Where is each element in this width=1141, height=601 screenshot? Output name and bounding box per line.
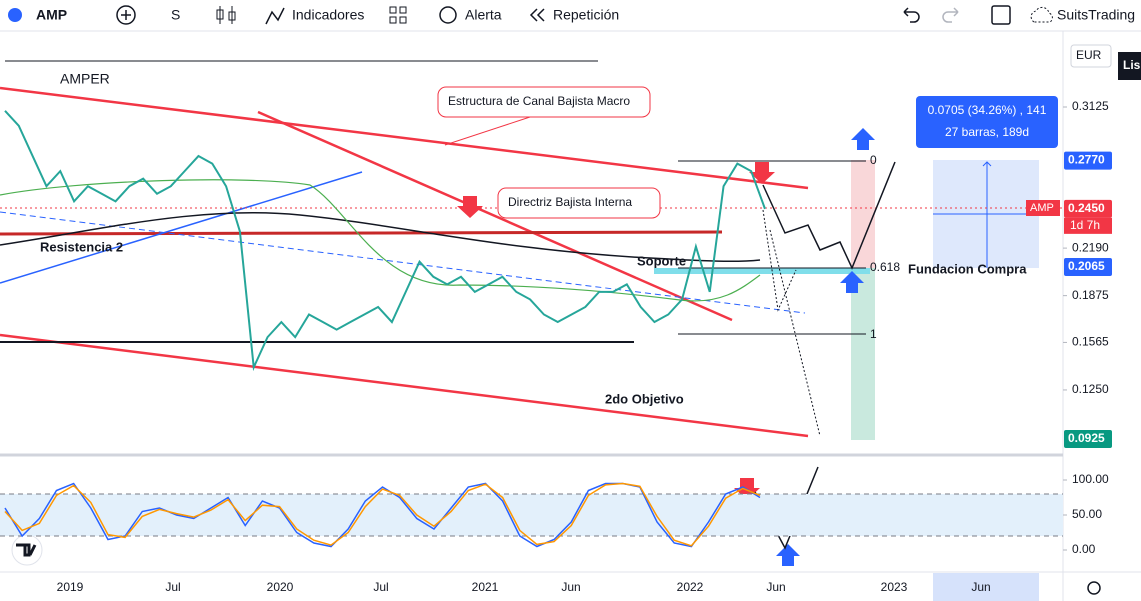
projection-dotted bbox=[762, 209, 821, 437]
time-label: 2021 bbox=[472, 580, 499, 594]
price-tick-label: 0.1875 bbox=[1072, 288, 1109, 302]
last-tag: AMP bbox=[1030, 202, 1054, 214]
price-marker-label: 0.2450 bbox=[1068, 201, 1105, 215]
time-label: Jun bbox=[561, 580, 580, 594]
annotation: Resistencia 2 bbox=[40, 239, 123, 254]
time-range-highlight bbox=[933, 573, 1039, 601]
price-marker bbox=[1064, 199, 1112, 218]
annotation: Soporte bbox=[637, 253, 686, 268]
symbol[interactable]: AMP bbox=[36, 7, 67, 23]
interval[interactable]: S bbox=[171, 7, 180, 23]
price-tick-label: 0.1565 bbox=[1072, 335, 1109, 349]
time-label: Jul bbox=[165, 580, 180, 594]
callout-box bbox=[437, 86, 651, 118]
measure-lines bbox=[933, 161, 1039, 268]
redo-button[interactable] bbox=[942, 7, 959, 23]
price-marker bbox=[1064, 257, 1112, 276]
osc-tick-label: 100.00 bbox=[1072, 472, 1109, 486]
alert-icon[interactable] bbox=[439, 6, 457, 24]
side-tab[interactable] bbox=[1118, 52, 1141, 80]
up-arrow bbox=[840, 271, 864, 293]
risk-zone bbox=[851, 160, 875, 268]
support-zone bbox=[654, 268, 870, 274]
osc-band bbox=[0, 494, 1063, 536]
replay-icon[interactable] bbox=[529, 8, 545, 22]
osc-line bbox=[4, 482, 761, 547]
annotation: 2do Objetivo bbox=[605, 391, 684, 406]
macro-channel-bottom bbox=[0, 333, 809, 438]
down-arrow bbox=[457, 196, 483, 218]
price-marker-label: 0.2065 bbox=[1068, 259, 1105, 273]
measure-text: 0.0705 (34.26%) , 141 bbox=[928, 103, 1047, 117]
replay-button[interactable]: Repetición bbox=[553, 7, 619, 23]
fib-level: 1 bbox=[870, 327, 877, 341]
price-tick-label: 0.1250 bbox=[1072, 382, 1109, 396]
resistance-line bbox=[0, 230, 723, 236]
undo-button[interactable] bbox=[903, 7, 920, 23]
annotation: Estructura de Canal Bajista Macro bbox=[448, 94, 630, 108]
plus-icon bbox=[121, 10, 131, 20]
chart-name: AMPER bbox=[60, 71, 110, 87]
reward-zone bbox=[851, 268, 875, 440]
fib-level: 0.618 bbox=[870, 260, 900, 274]
currency-button[interactable] bbox=[1070, 44, 1112, 68]
projection-path bbox=[762, 161, 896, 270]
time-label: 2020 bbox=[267, 580, 294, 594]
time-label: Jun bbox=[971, 580, 990, 594]
side-tab-label[interactable]: Lis bbox=[1123, 58, 1141, 72]
moving-average-short bbox=[0, 179, 761, 302]
fib-level: 0 bbox=[870, 153, 877, 167]
toolbar bbox=[0, 0, 1141, 31]
cloud-icon[interactable] bbox=[1030, 6, 1053, 23]
time-label: 2023 bbox=[881, 580, 908, 594]
osc-tick-label: 0.00 bbox=[1072, 542, 1096, 556]
macro-channel-top bbox=[0, 86, 809, 190]
down-arrow bbox=[749, 162, 775, 184]
indicators-icon[interactable] bbox=[265, 7, 285, 25]
layout-icon[interactable] bbox=[389, 6, 407, 24]
candle-icon[interactable] bbox=[219, 6, 233, 24]
fullscreen-button[interactable] bbox=[991, 5, 1011, 25]
up-arrow bbox=[776, 544, 800, 566]
annotation: Fundacion Compra bbox=[908, 261, 1027, 276]
price-marker-label: 0.0925 bbox=[1068, 431, 1105, 445]
alert-button[interactable]: Alerta bbox=[465, 7, 502, 23]
internal-trendline bbox=[257, 110, 733, 322]
osc-tick-label: 50.00 bbox=[1072, 507, 1102, 521]
price-line bbox=[4, 110, 766, 372]
measure-text: 27 barras, 189d bbox=[945, 125, 1029, 139]
moving-average-long bbox=[0, 211, 761, 263]
currency[interactable]: EUR bbox=[1076, 48, 1102, 62]
indicators-button[interactable]: Indicadores bbox=[292, 7, 364, 23]
price-marker bbox=[1064, 151, 1112, 170]
dashed-trend bbox=[0, 211, 806, 314]
time-label: 2019 bbox=[57, 580, 84, 594]
countdown-bg bbox=[1064, 217, 1112, 234]
settings-button[interactable] bbox=[1087, 581, 1101, 595]
countdown: 1d 7h bbox=[1070, 218, 1100, 232]
measure-label bbox=[916, 96, 1058, 148]
price-tick-label: 0.2190 bbox=[1072, 240, 1109, 254]
symbol-icon[interactable] bbox=[8, 8, 22, 22]
uptrend-line bbox=[0, 171, 363, 284]
tv-logo bbox=[11, 534, 43, 566]
annotation: Directriz Bajista Interna bbox=[508, 195, 632, 209]
last-tag-bg bbox=[1026, 200, 1060, 216]
callout-box bbox=[497, 187, 661, 219]
price-tick-label: 0.3125 bbox=[1072, 99, 1109, 113]
time-label: 2022 bbox=[677, 580, 704, 594]
time-label: Jul bbox=[373, 580, 388, 594]
callout-pointer bbox=[444, 116, 531, 146]
compare-button[interactable] bbox=[116, 5, 136, 25]
time-label: Jun bbox=[766, 580, 785, 594]
account[interactable]: SuitsTrading bbox=[1057, 7, 1135, 23]
price-marker-label: 0.2770 bbox=[1068, 153, 1105, 167]
price-marker bbox=[1064, 430, 1112, 448]
up-arrow bbox=[851, 128, 875, 150]
